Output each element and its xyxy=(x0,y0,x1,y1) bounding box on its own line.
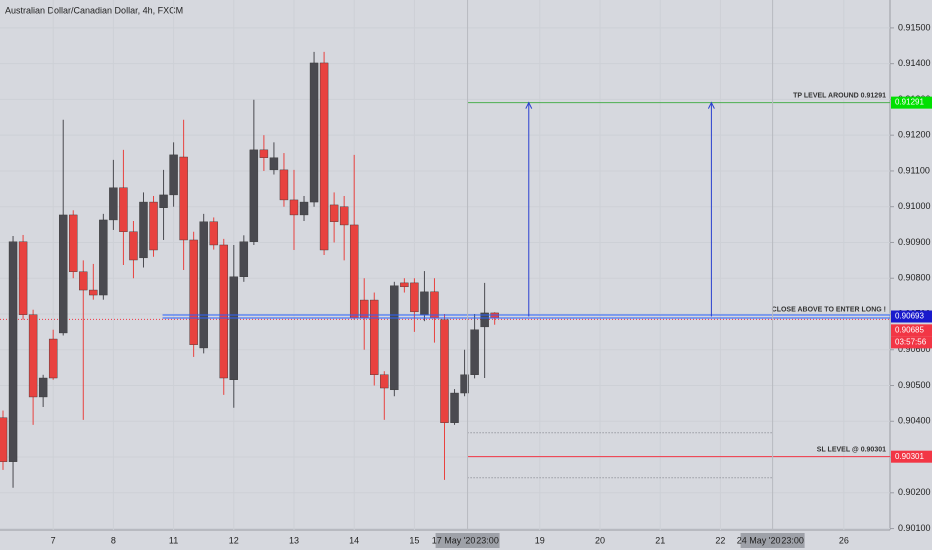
candle-body xyxy=(309,62,319,203)
y-tick-label: 0.90500 xyxy=(898,380,931,390)
candle-body xyxy=(199,221,208,349)
arrow-head xyxy=(707,101,715,109)
candle-body xyxy=(169,154,178,196)
marker-box xyxy=(435,533,500,548)
candle-body xyxy=(209,221,218,246)
candle-body xyxy=(109,187,118,221)
marker-time: 23:00 xyxy=(476,535,499,545)
candle-body xyxy=(38,377,48,398)
candle-body xyxy=(470,329,479,375)
marker-date: 24 May '20 xyxy=(737,535,781,545)
candle-body xyxy=(410,282,419,313)
price-tag xyxy=(891,310,932,323)
candle-body xyxy=(370,299,379,375)
y-tick-label: 0.90200 xyxy=(898,487,931,497)
candle-body xyxy=(8,241,18,462)
x-tick-label: 13 xyxy=(289,535,299,545)
candle-body xyxy=(440,319,449,423)
candle-body xyxy=(69,214,78,272)
candle-body xyxy=(249,149,259,242)
level-text: SL LEVEL @ 0.90301 xyxy=(817,447,886,454)
countdown-label: 03:57:56 xyxy=(895,337,927,346)
chart-title: Australian Dollar/Canadian Dollar, 4h, F… xyxy=(5,5,183,15)
candle-body xyxy=(219,244,228,379)
candle-body xyxy=(139,201,148,259)
x-tick-label: 15 xyxy=(409,535,419,545)
marker-box xyxy=(740,533,805,548)
y-tick-label: 0.91200 xyxy=(898,130,931,140)
candle-body xyxy=(269,157,279,171)
candle-body xyxy=(450,392,459,423)
candle-body xyxy=(430,291,439,319)
price-tag-label: 0.90301 xyxy=(895,452,924,461)
candle-body xyxy=(129,231,138,261)
x-tick-label: 19 xyxy=(535,535,545,545)
candle-body xyxy=(179,156,188,241)
price-tag-label: 0.90693 xyxy=(895,312,924,321)
countdown-tag xyxy=(891,336,932,349)
candle-body xyxy=(339,206,349,226)
price-tag xyxy=(891,96,932,109)
x-tick-label: 12 xyxy=(229,535,239,545)
price-tag xyxy=(891,324,932,337)
candle-body xyxy=(380,374,389,389)
candle-body xyxy=(390,285,399,391)
candle-body xyxy=(420,291,429,315)
y-tick-label: 0.90100 xyxy=(898,523,931,533)
candle-body xyxy=(159,194,168,208)
candle-body xyxy=(28,314,38,398)
candle-body xyxy=(299,201,309,216)
x-tick-label: 14 xyxy=(349,535,359,545)
candle-body xyxy=(48,338,58,379)
x-tick-label: 26 xyxy=(839,535,849,545)
candle-body xyxy=(229,276,239,380)
candle-body xyxy=(400,282,409,288)
x-tick-label: 8 xyxy=(111,535,116,545)
candle-body xyxy=(149,201,158,251)
candle-body xyxy=(79,271,88,291)
candle-body xyxy=(89,289,98,296)
candle-body xyxy=(189,239,198,345)
x-tick-label: 20 xyxy=(595,535,605,545)
level-text: CLOSE ABOVE TO ENTER LONG ! xyxy=(772,306,886,313)
x-tick-label: 21 xyxy=(655,535,665,545)
y-tick-label: 0.91400 xyxy=(898,58,931,68)
candle-body xyxy=(0,417,8,462)
x-tick-label: 22 xyxy=(715,535,725,545)
y-tick-label: 0.91100 xyxy=(898,165,930,175)
y-tick-label: 0.90900 xyxy=(898,237,931,247)
candle-body xyxy=(319,62,329,251)
marker-time: 23:00 xyxy=(781,535,804,545)
candle-body xyxy=(18,241,28,315)
level-text: TP LEVEL AROUND 0.91291 xyxy=(793,92,886,99)
y-tick-label: 0.90800 xyxy=(898,273,931,283)
candle-body xyxy=(239,241,249,278)
candle-body xyxy=(460,374,469,394)
y-tick-label: 0.90400 xyxy=(898,416,931,426)
candle-body xyxy=(349,224,359,319)
y-tick-label: 0.90600 xyxy=(898,344,931,354)
candle-body xyxy=(99,219,108,296)
y-tick-label: 0.91500 xyxy=(898,22,931,32)
price-tag-label: 0.91291 xyxy=(895,98,924,107)
x-tick-label: 7 xyxy=(51,535,56,545)
arrow-head xyxy=(525,101,533,109)
candle-body xyxy=(119,187,128,232)
candle-body xyxy=(289,199,299,216)
price-tag-label: 0.90685 xyxy=(895,325,924,334)
y-tick-label: 0.91000 xyxy=(898,201,931,211)
candle-body xyxy=(329,204,339,222)
x-tick-label: 11 xyxy=(169,535,178,545)
candle-body xyxy=(58,214,68,334)
candle-body xyxy=(480,312,489,328)
marker-date: 17 May '20 xyxy=(432,535,476,545)
price-tag xyxy=(891,450,932,463)
candle-body xyxy=(259,149,269,158)
candle-body xyxy=(279,169,289,201)
